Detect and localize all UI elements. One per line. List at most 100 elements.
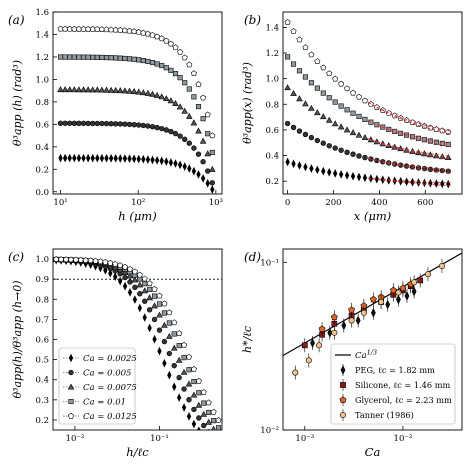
- series-1-point: [327, 167, 332, 177]
- series-1-point: [177, 160, 183, 170]
- series-3-point: [176, 103, 184, 110]
- series-1-point: [67, 153, 72, 163]
- series-5-point: [117, 27, 124, 33]
- series-4-point: [181, 355, 187, 361]
- series-4-point: [348, 317, 355, 324]
- series-5-point: [186, 61, 193, 68]
- series-3-point: [208, 165, 216, 172]
- series-3-point: [135, 88, 143, 95]
- series-3-point: [290, 89, 297, 96]
- series-1-point: [176, 393, 182, 402]
- panel-a: 10¹ 10² 10³ 0.0 0.2 0.4 0.6 0.8 1.0 1.2 1.4 1.6 (a) h…: [8, 8, 223, 223]
- series-3-point: [153, 91, 161, 98]
- series-4-point: [421, 137, 427, 143]
- series-3-point: [156, 311, 163, 318]
- series-5-point: [107, 259, 114, 266]
- series-2-point: [149, 124, 156, 130]
- series-4-point: [191, 378, 197, 385]
- y-tick-label: 0.8: [35, 295, 49, 305]
- series-2-point: [177, 133, 183, 139]
- series-1-point: [150, 155, 155, 165]
- series-2-point: [161, 338, 168, 345]
- series-4-point: [427, 138, 433, 144]
- series-3-point: [211, 425, 216, 430]
- series-4-point: [136, 57, 142, 63]
- series-3-point: [433, 152, 440, 159]
- y-tick-label: 0.2: [265, 177, 279, 187]
- series-1-point: [404, 177, 409, 187]
- series-1-point: [338, 170, 344, 179]
- series-5-point: [53, 256, 60, 262]
- series-1-point: [172, 382, 177, 392]
- series-3-point: [94, 86, 101, 93]
- series-5-point: [131, 268, 138, 275]
- y-tick-label: 0.6: [35, 120, 49, 130]
- series-1-point: [173, 159, 178, 168]
- series-1-point: [350, 171, 356, 181]
- series-4-point: [350, 110, 356, 116]
- series-2-point: [356, 153, 362, 159]
- series-4-point: [126, 56, 133, 62]
- legend-label: Ca = 0.01: [83, 398, 126, 408]
- series-3-point: [195, 127, 202, 134]
- series-3-point: [409, 147, 416, 154]
- y-tick-label: 0.9: [35, 275, 49, 285]
- series-5-point: [350, 89, 357, 96]
- series-4-point: [191, 94, 197, 100]
- series-5-point: [172, 44, 179, 51]
- series-2-point: [415, 165, 422, 171]
- series-4-point: [445, 141, 451, 148]
- series-3-point: [325, 116, 333, 123]
- series-3-point: [131, 276, 139, 283]
- series-1-point: [315, 165, 320, 175]
- power-law-line: [283, 252, 462, 357]
- series-3-point: [330, 313, 338, 321]
- series-2-point: [205, 168, 211, 174]
- y-tick-label: 1.0: [35, 255, 49, 265]
- series-1-point: [132, 295, 138, 304]
- series-3-point: [98, 86, 106, 93]
- series-2-point: [80, 120, 87, 127]
- series-2-point: [191, 145, 197, 151]
- series-2-point: [191, 406, 197, 413]
- legend-marker: [68, 398, 74, 405]
- series-5-point: [97, 258, 104, 265]
- series-1-point: [416, 178, 421, 187]
- fit-line: [367, 157, 451, 171]
- y-tick-label: 1.0: [35, 75, 49, 85]
- series-2-point: [166, 350, 172, 357]
- series-3-point: [427, 151, 434, 158]
- series-3-point: [181, 107, 189, 114]
- series-3-point: [308, 104, 315, 111]
- series-2-point: [146, 307, 153, 313]
- series-1-point: [108, 268, 113, 278]
- series-5-point: [204, 111, 211, 118]
- series-5-point: [195, 81, 202, 87]
- series-3-point: [175, 356, 183, 363]
- series-5-point: [161, 300, 168, 307]
- plot-area: [57, 25, 216, 194]
- series-1-point: [62, 153, 68, 163]
- y-tick-label: 0.8: [265, 100, 279, 110]
- series-4-point: [411, 279, 418, 286]
- series-1-point: [341, 320, 347, 331]
- series-1-point: [321, 166, 326, 176]
- fit-line: [367, 177, 451, 184]
- series-5-point: [140, 29, 147, 36]
- series-1-point: [374, 174, 379, 184]
- series-2-point: [140, 122, 146, 129]
- series-5-point: [112, 260, 119, 267]
- series-1-point: [168, 158, 174, 167]
- series-3-point: [314, 109, 321, 116]
- series-2-point: [344, 149, 350, 155]
- series-3-point: [200, 410, 208, 417]
- series-1-point: [422, 178, 427, 188]
- series-4-point: [131, 56, 137, 62]
- series-1-point: [291, 159, 296, 169]
- series-3-point: [216, 432, 222, 437]
- series-2-point: [108, 121, 114, 127]
- series-4-point: [85, 54, 91, 60]
- series-3-point: [161, 321, 168, 328]
- fit-line: [367, 138, 451, 157]
- series-1-point: [205, 179, 210, 188]
